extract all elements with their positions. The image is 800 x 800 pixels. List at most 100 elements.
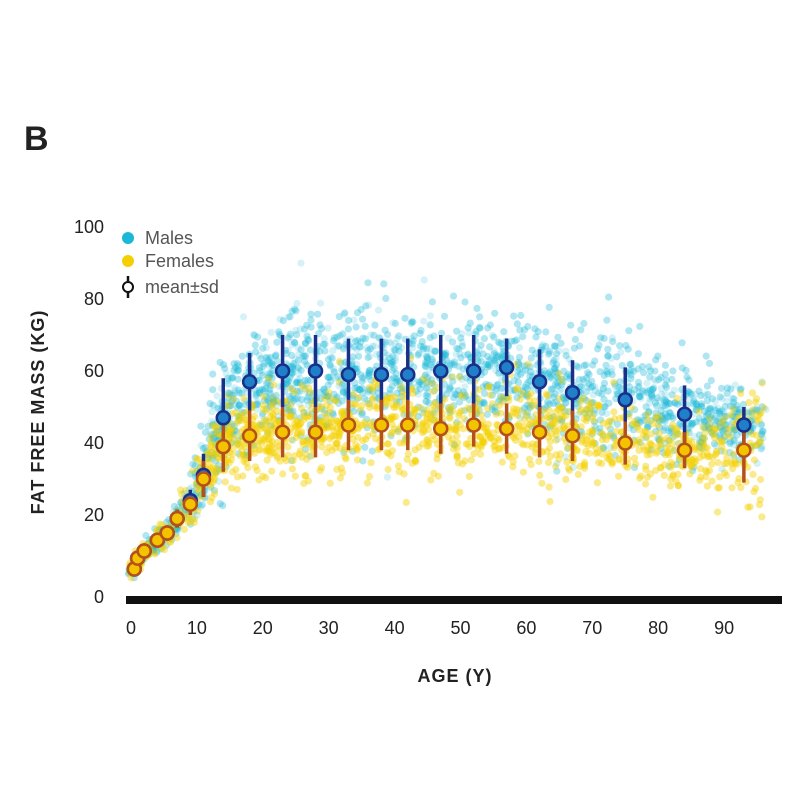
female-data-point <box>702 473 710 481</box>
male-data-point <box>577 326 585 334</box>
female-data-point <box>748 389 757 397</box>
male-data-point <box>365 369 373 377</box>
male-data-point <box>716 419 724 427</box>
female-data-point <box>254 424 262 432</box>
male-data-point <box>428 355 436 363</box>
female-data-point <box>474 444 482 452</box>
female-data-point <box>545 483 553 491</box>
male-data-point <box>301 357 309 365</box>
male-data-point <box>661 440 669 448</box>
male-data-point <box>703 411 711 419</box>
male-data-point <box>596 424 604 432</box>
female-data-point <box>150 549 158 557</box>
female-data-point <box>573 447 582 455</box>
female-data-point <box>669 472 677 480</box>
male-data-point <box>409 344 417 352</box>
female-data-point <box>294 422 302 430</box>
female-data-point <box>318 403 326 411</box>
male-data-point <box>209 434 217 442</box>
female-data-point <box>654 442 662 450</box>
female-data-point <box>546 497 554 506</box>
male-data-point <box>320 385 328 393</box>
male-data-point <box>198 501 206 509</box>
female-data-point <box>349 435 357 443</box>
female-data-point <box>227 484 235 492</box>
male-data-point <box>300 325 308 333</box>
male-data-point <box>516 414 524 422</box>
female-data-point <box>447 426 455 434</box>
male-data-point <box>646 386 654 394</box>
male-data-point <box>360 375 369 383</box>
female-data-point <box>367 459 375 467</box>
x-tick-label: 10 <box>187 618 207 638</box>
female-data-point <box>335 378 343 386</box>
male-data-point <box>357 305 365 314</box>
male-data-point <box>652 356 660 364</box>
male-data-point <box>607 430 615 438</box>
male-data-point <box>730 451 738 459</box>
male-data-point <box>656 417 664 425</box>
male-data-point <box>524 322 532 331</box>
female-data-point <box>647 440 655 448</box>
male-data-point <box>317 413 325 421</box>
male-data-point <box>486 321 494 329</box>
male-data-point <box>325 373 333 382</box>
male-data-point <box>720 409 728 417</box>
male-data-point <box>657 412 665 420</box>
male-data-point <box>363 396 371 404</box>
male-data-point <box>458 330 466 338</box>
female-data-point <box>515 422 523 430</box>
male-data-point <box>490 333 498 341</box>
female-data-point <box>552 431 560 439</box>
female-data-point <box>606 431 615 439</box>
female-mean-marker <box>400 417 416 433</box>
male-data-point <box>339 388 347 396</box>
male-data-point <box>668 427 676 435</box>
female-data-point <box>586 398 594 406</box>
male-data-point <box>644 423 652 431</box>
male-data-point <box>580 319 588 328</box>
female-data-point <box>333 439 341 447</box>
female-data-point <box>665 451 673 459</box>
male-data-point <box>225 402 233 410</box>
male-data-point <box>358 377 366 386</box>
male-data-point <box>662 383 671 391</box>
female-data-point <box>636 474 644 482</box>
male-data-point <box>229 391 237 399</box>
female-data-point <box>210 475 218 483</box>
female-data-point <box>464 440 472 448</box>
male-data-point <box>515 361 523 369</box>
female-data-point <box>721 448 729 456</box>
male-data-point <box>344 325 352 333</box>
female-data-point <box>261 434 269 442</box>
male-data-point <box>324 324 332 332</box>
female-data-point <box>369 394 377 402</box>
male-data-point <box>317 299 325 307</box>
male-data-point <box>519 333 527 341</box>
male-data-point <box>488 384 496 392</box>
male-data-point <box>351 343 359 351</box>
female-data-point <box>425 439 433 447</box>
male-data-point <box>758 443 766 451</box>
male-data-point <box>398 388 406 396</box>
male-data-point <box>441 351 450 359</box>
x-axis-title: AGE (Y) <box>417 666 492 686</box>
female-data-point <box>525 455 534 463</box>
male-data-point <box>664 399 673 407</box>
female-data-point <box>555 395 563 403</box>
male-data-point <box>522 366 530 374</box>
female-data-point <box>233 418 241 426</box>
female-data-point <box>354 443 362 451</box>
female-data-point <box>688 438 696 446</box>
female-data-point <box>392 403 400 411</box>
male-data-point <box>759 427 767 435</box>
female-data-point <box>755 501 764 509</box>
female-data-point <box>615 456 623 464</box>
female-data-point <box>430 436 438 444</box>
male-data-point <box>238 409 246 417</box>
male-data-point <box>655 436 663 444</box>
male-data-point <box>283 401 291 409</box>
female-data-point <box>302 450 310 458</box>
female-data-point <box>411 456 419 464</box>
female-data-point <box>326 435 334 443</box>
